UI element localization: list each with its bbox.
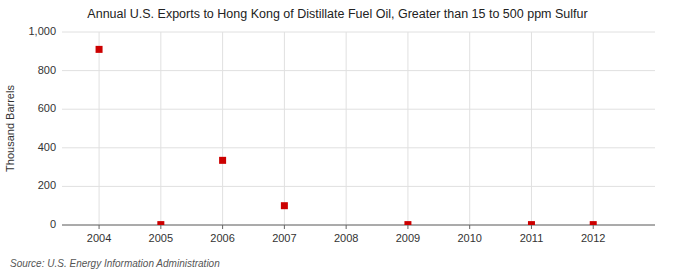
data-point [590, 221, 597, 225]
x-tick-label: 2011 [520, 232, 544, 244]
chart-svg: 02004006008001,0002004200520062007200820… [0, 0, 675, 275]
y-axis-label: Thousand Barrels [4, 85, 16, 172]
x-tick-mark [531, 225, 532, 229]
chart-container: 02004006008001,0002004200520062007200820… [0, 0, 675, 275]
points [96, 46, 597, 225]
data-point [528, 221, 535, 225]
x-tick-mark [284, 225, 285, 229]
x-grid-line [99, 32, 100, 225]
x-tick-mark [160, 225, 161, 229]
data-point [157, 221, 164, 225]
annotation: Source: U.S. Energy Information Administ… [10, 258, 220, 269]
y-grid-line [62, 225, 655, 226]
chart-title: Annual U.S. Exports to Hong Kong of Dist… [87, 7, 587, 21]
x-tick-mark [593, 225, 594, 229]
x-tick-mark [407, 225, 408, 229]
x-tick-label: 2012 [581, 232, 605, 244]
y-grid-line [62, 109, 655, 110]
x-grid-line [593, 32, 594, 225]
y-tick-label: 1,000 [28, 25, 56, 37]
x-grid-line [469, 32, 470, 225]
y-grid-line [62, 186, 655, 187]
x-grid-line [222, 32, 223, 225]
y-tick-label: 0 [50, 218, 56, 230]
x-axis-line [62, 225, 655, 226]
data-point [281, 202, 288, 209]
x-grid-line [531, 32, 532, 225]
data-point [404, 221, 411, 225]
grid [62, 32, 655, 225]
x-tick-label: 2010 [457, 232, 481, 244]
y-grid-line [62, 147, 655, 148]
x-tick-mark [99, 225, 100, 229]
x-tick-label: 2007 [272, 232, 296, 244]
y-tick-label: 600 [38, 102, 56, 114]
x-grid-line [160, 32, 161, 225]
x-grid-line [346, 32, 347, 225]
x-tick-mark [346, 225, 347, 229]
y-grid-line [62, 70, 655, 71]
x-tick-label: 2009 [396, 232, 420, 244]
y-grid-line [62, 32, 655, 33]
x-tick-label: 2004 [87, 232, 111, 244]
x-tick-label: 2008 [334, 232, 358, 244]
x-tick-mark [469, 225, 470, 229]
data-point [96, 46, 103, 53]
data-point [219, 157, 226, 164]
y-tick-label: 400 [38, 141, 56, 153]
x-tick-label: 2005 [149, 232, 173, 244]
x-tick-label: 2006 [210, 232, 234, 244]
x-grid-line [407, 32, 408, 225]
y-tick-label: 800 [38, 64, 56, 76]
y-tick-label: 200 [38, 179, 56, 191]
y-ticks: 0 200 400 600 800 1,000 [28, 25, 56, 230]
x-tick-mark [222, 225, 223, 229]
x-grid-line [284, 32, 285, 225]
x-ticks: 2004 2005 2006 2007 2008 2009 2010 2011 2012 [87, 225, 606, 244]
